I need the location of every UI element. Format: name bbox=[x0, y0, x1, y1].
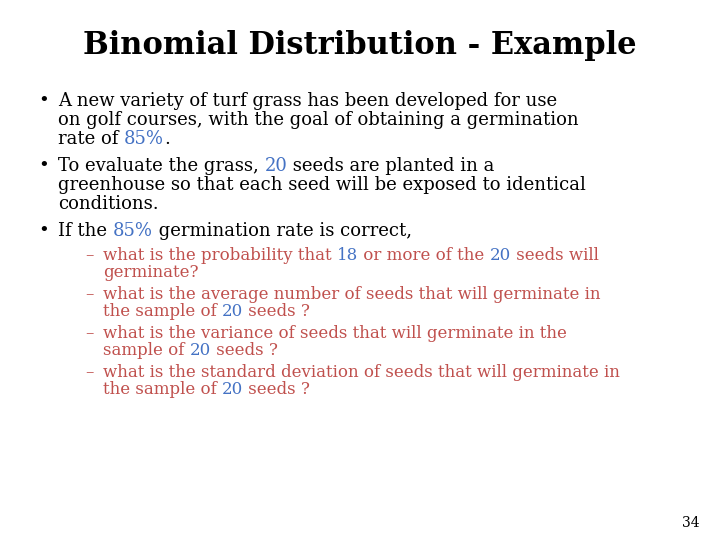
Text: what is the standard deviation of seeds that will germinate in: what is the standard deviation of seeds … bbox=[103, 364, 620, 381]
Text: 20: 20 bbox=[222, 303, 243, 320]
Text: –: – bbox=[85, 325, 94, 342]
Text: 85%: 85% bbox=[124, 130, 164, 148]
Text: •: • bbox=[38, 157, 49, 175]
Text: conditions.: conditions. bbox=[58, 195, 158, 213]
Text: –: – bbox=[85, 247, 94, 264]
Text: •: • bbox=[38, 92, 49, 110]
Text: A new variety of turf grass has been developed for use: A new variety of turf grass has been dev… bbox=[58, 92, 557, 110]
Text: 18: 18 bbox=[337, 247, 358, 264]
Text: 20: 20 bbox=[490, 247, 511, 264]
Text: germination rate is correct,: germination rate is correct, bbox=[153, 222, 412, 240]
Text: rate of: rate of bbox=[58, 130, 124, 148]
Text: what is the variance of seeds that will germinate in the: what is the variance of seeds that will … bbox=[103, 325, 567, 342]
Text: 20: 20 bbox=[222, 381, 243, 398]
Text: or more of the: or more of the bbox=[358, 247, 490, 264]
Text: 34: 34 bbox=[683, 516, 700, 530]
Text: –: – bbox=[85, 286, 94, 303]
Text: sample of: sample of bbox=[103, 342, 189, 359]
Text: 20: 20 bbox=[189, 342, 211, 359]
Text: seeds are planted in a: seeds are planted in a bbox=[287, 157, 495, 175]
Text: greenhouse so that each seed will be exposed to identical: greenhouse so that each seed will be exp… bbox=[58, 176, 586, 194]
Text: what is the average number of seeds that will germinate in: what is the average number of seeds that… bbox=[103, 286, 600, 303]
Text: what is the probability that: what is the probability that bbox=[103, 247, 337, 264]
Text: germinate?: germinate? bbox=[103, 264, 199, 281]
Text: seeds ?: seeds ? bbox=[211, 342, 278, 359]
Text: the sample of: the sample of bbox=[103, 381, 222, 398]
Text: –: – bbox=[85, 364, 94, 381]
Text: 85%: 85% bbox=[113, 222, 153, 240]
Text: seeds ?: seeds ? bbox=[243, 381, 310, 398]
Text: To evaluate the grass,: To evaluate the grass, bbox=[58, 157, 264, 175]
Text: .: . bbox=[164, 130, 170, 148]
Text: •: • bbox=[38, 222, 49, 240]
Text: on golf courses, with the goal of obtaining a germination: on golf courses, with the goal of obtain… bbox=[58, 111, 579, 129]
Text: seeds ?: seeds ? bbox=[243, 303, 310, 320]
Text: 20: 20 bbox=[264, 157, 287, 175]
Text: If the: If the bbox=[58, 222, 113, 240]
Text: seeds will: seeds will bbox=[511, 247, 599, 264]
Text: the sample of: the sample of bbox=[103, 303, 222, 320]
Text: Binomial Distribution - Example: Binomial Distribution - Example bbox=[84, 30, 636, 61]
